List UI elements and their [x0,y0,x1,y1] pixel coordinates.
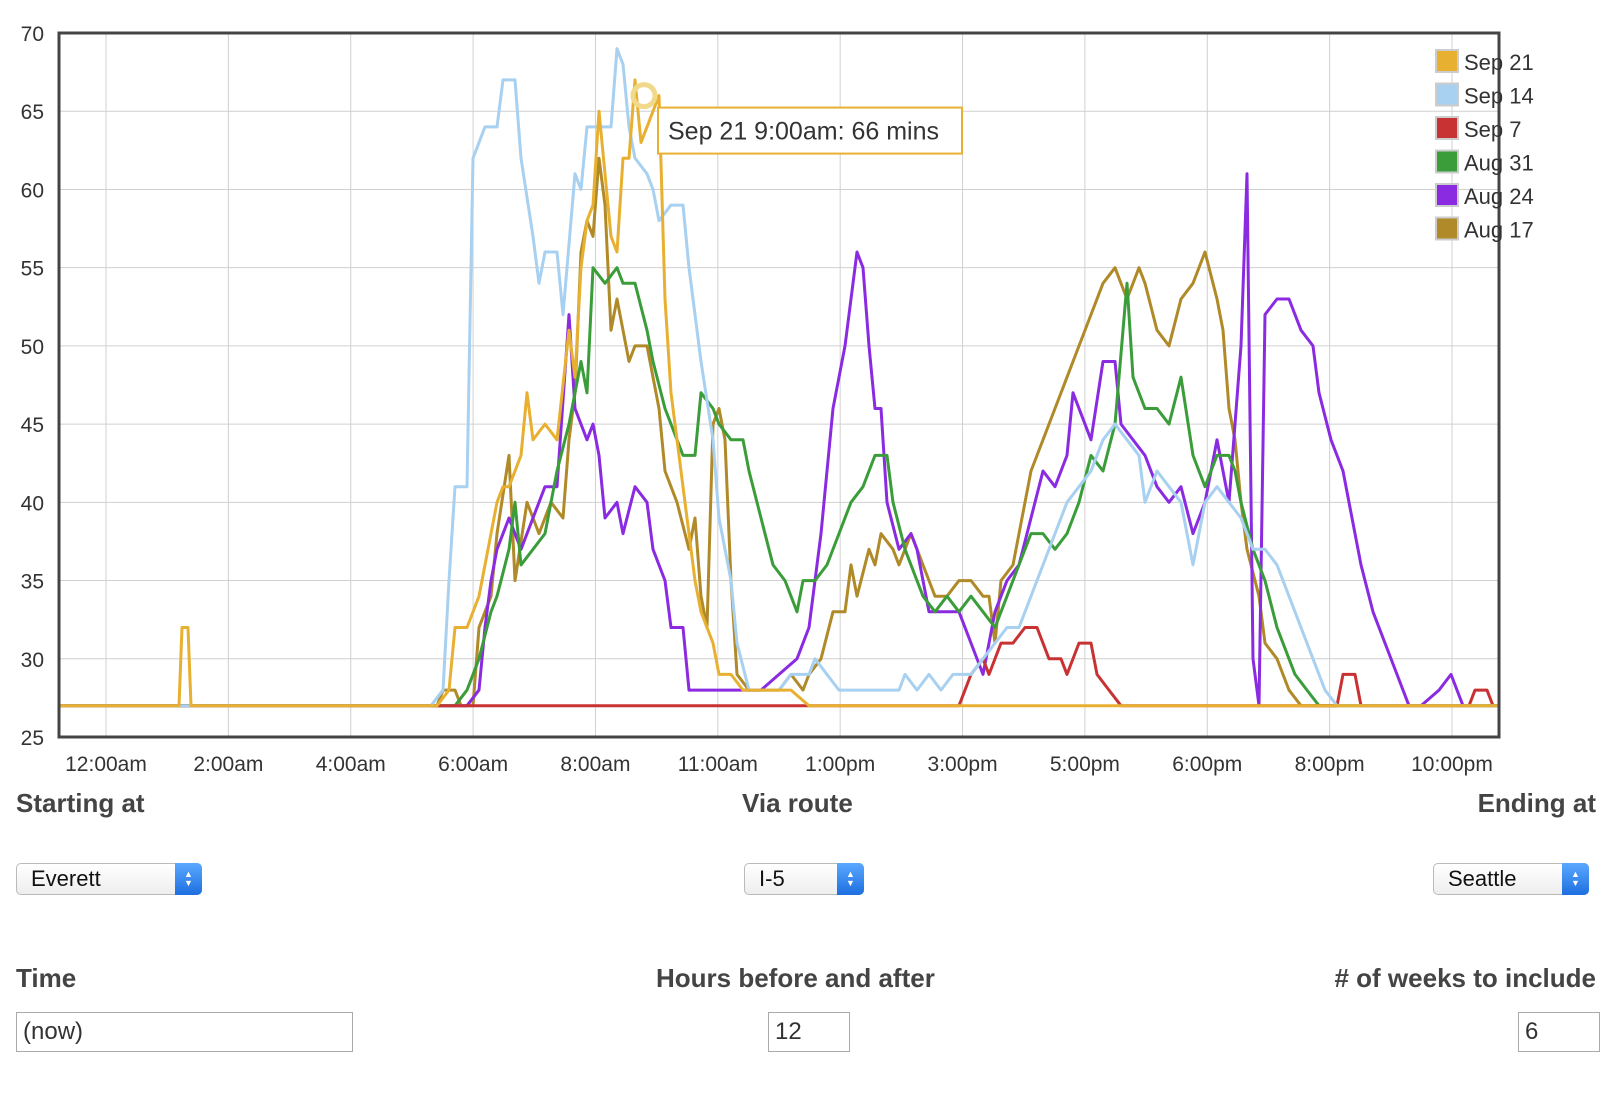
x-tick-label: 4:00am [316,753,386,776]
hours-input[interactable] [768,1012,850,1052]
y-tick-label: 60 [21,179,44,202]
ending-at-label: Ending at [1477,788,1596,818]
chart-svg[interactable]: 25 30 35 40 45 50 55 60 65 70 12:00am 2:00am 4:00am… [0,0,1616,790]
y-tick-label: 25 [21,727,44,750]
y-tick-label: 40 [21,492,44,515]
select-arrows-icon: ▲ ▼ [837,863,864,895]
travel-time-chart[interactable]: 25 30 35 40 45 50 55 60 65 70 12:00am 2:00am 4:00am… [0,0,1616,790]
legend-swatch [1435,82,1459,107]
ending-at-select[interactable]: Seattle ▲ ▼ [1433,863,1589,895]
starting-at-select[interactable]: Everett ▲ ▼ [16,863,202,895]
x-tick-label: 2:00am [193,753,263,776]
legend-swatch [1435,216,1459,241]
y-tick-label: 35 [21,571,44,594]
legend-swatch [1435,49,1459,73]
tooltip-text: Sep 21 9:00am: 66 mins [668,118,939,146]
tooltip-box [657,106,963,155]
legend-label: Aug 31 [1464,151,1534,176]
starting-at-value: Everett [31,866,101,891]
legend: Sep 21 Sep 14 Sep 7 Aug 31 Aug 24 Aug 17 [1435,49,1534,243]
x-tick-label: 3:00pm [928,753,998,776]
series-line-sep-21[interactable] [59,78,1499,708]
x-tick-label: 1:00pm [805,753,875,776]
via-route-value: I-5 [759,866,785,891]
x-tick-label: 8:00am [560,753,630,776]
x-axis-labels: 12:00am 2:00am 4:00am 6:00am 8:00am 11:00am 1:… [65,753,1493,776]
legend-label: Sep 14 [1464,84,1534,109]
x-tick-label: 5:00pm [1050,753,1120,776]
legend-label: Sep 21 [1464,50,1534,75]
select-arrows-icon: ▲ ▼ [175,863,202,895]
x-tick-label: 11:00am [678,753,758,776]
y-axis-labels: 25 30 35 40 45 50 55 60 65 70 [21,23,44,750]
via-route-select[interactable]: I-5 ▲ ▼ [744,863,864,895]
y-tick-label: 30 [21,649,44,672]
legend-label: Aug 24 [1464,184,1534,209]
starting-at-label: Starting at [16,788,145,818]
x-tick-label: 6:00pm [1172,753,1242,776]
ending-at-value: Seattle [1448,866,1517,891]
select-arrows-icon: ▲ ▼ [1562,863,1589,895]
y-tick-label: 50 [21,336,44,359]
x-tick-label: 8:00pm [1295,753,1365,776]
series-line-aug-24[interactable] [59,172,1499,708]
legend-swatch [1435,183,1459,207]
series-layer [59,47,1499,708]
legend-label: Aug 17 [1464,218,1534,243]
legend-swatch [1435,149,1459,174]
y-tick-label: 45 [21,414,44,437]
y-tick-label: 65 [21,101,44,124]
y-tick-label: 55 [21,258,44,281]
via-route-label: Via route [742,788,853,818]
y-tick-label: 70 [21,23,44,46]
time-label: Time [16,963,77,993]
legend-label: Sep 7 [1464,117,1522,142]
x-tick-label: 6:00am [438,753,508,776]
weeks-label: # of weeks to include [1334,963,1596,993]
weeks-input[interactable] [1518,1012,1600,1052]
series-line-aug-31[interactable] [59,266,1499,708]
tooltip: Sep 21 9:00am: 66 mins [630,82,963,155]
x-tick-label: 10:00pm [1411,753,1493,776]
time-input[interactable] [16,1012,353,1052]
series-line-sep-14[interactable] [59,47,1499,708]
tooltip-marker [630,82,658,110]
hours-label: Hours before and after [656,963,935,993]
plot-frame [57,31,1501,739]
legend-swatch [1435,116,1459,140]
x-tick-label: 12:00am [65,753,147,776]
